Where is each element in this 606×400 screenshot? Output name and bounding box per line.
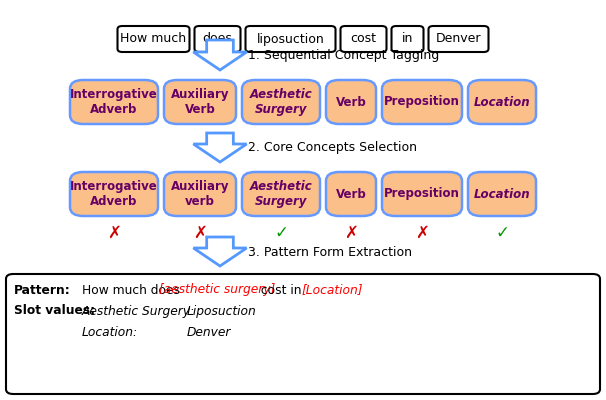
FancyBboxPatch shape: [326, 172, 376, 216]
Text: ✗: ✗: [193, 224, 207, 242]
Text: ✗: ✗: [107, 224, 121, 242]
FancyBboxPatch shape: [118, 26, 190, 52]
FancyBboxPatch shape: [326, 80, 376, 124]
FancyBboxPatch shape: [341, 26, 387, 52]
FancyBboxPatch shape: [382, 80, 462, 124]
Text: Denver: Denver: [187, 326, 231, 338]
Text: How much does: How much does: [82, 284, 184, 296]
FancyBboxPatch shape: [391, 26, 424, 52]
Text: Location: Location: [474, 188, 530, 200]
FancyArrow shape: [193, 133, 247, 162]
FancyBboxPatch shape: [468, 80, 536, 124]
Text: ✓: ✓: [274, 224, 288, 242]
FancyBboxPatch shape: [195, 26, 241, 52]
FancyBboxPatch shape: [382, 172, 462, 216]
FancyBboxPatch shape: [70, 80, 158, 124]
FancyBboxPatch shape: [70, 172, 158, 216]
FancyBboxPatch shape: [6, 274, 600, 394]
Text: Liposuction: Liposuction: [187, 304, 257, 318]
Text: Verb: Verb: [336, 188, 367, 200]
Text: [aesthetic surgery]: [aesthetic surgery]: [159, 284, 275, 296]
Text: liposuction: liposuction: [256, 32, 324, 46]
FancyBboxPatch shape: [242, 172, 320, 216]
FancyArrow shape: [193, 237, 247, 266]
Text: How much: How much: [121, 32, 187, 46]
Text: cost in: cost in: [257, 284, 305, 296]
FancyBboxPatch shape: [242, 80, 320, 124]
FancyBboxPatch shape: [164, 80, 236, 124]
Text: 2. Core Concepts Selection: 2. Core Concepts Selection: [248, 142, 417, 154]
FancyBboxPatch shape: [164, 172, 236, 216]
Text: in: in: [402, 32, 413, 46]
FancyBboxPatch shape: [428, 26, 488, 52]
Text: [Location]: [Location]: [302, 284, 364, 296]
Text: Location:: Location:: [82, 326, 138, 338]
Text: 3. Pattern Form Extraction: 3. Pattern Form Extraction: [248, 246, 412, 258]
Text: 1. Sequential Concept Tagging: 1. Sequential Concept Tagging: [248, 50, 439, 62]
Text: Location: Location: [474, 96, 530, 108]
Text: Aesthetic
Surgery: Aesthetic Surgery: [250, 88, 312, 116]
FancyBboxPatch shape: [245, 26, 336, 52]
Text: Interrogative
Adverb: Interrogative Adverb: [70, 88, 158, 116]
Text: Auxiliary
verb: Auxiliary verb: [171, 180, 229, 208]
Text: Interrogative
Adverb: Interrogative Adverb: [70, 180, 158, 208]
FancyBboxPatch shape: [468, 172, 536, 216]
Text: Slot values:: Slot values:: [14, 304, 95, 318]
Text: Preposition: Preposition: [384, 188, 460, 200]
Text: Verb: Verb: [336, 96, 367, 108]
Text: Aesthetic
Surgery: Aesthetic Surgery: [250, 180, 312, 208]
Text: Denver: Denver: [436, 32, 481, 46]
Text: ✓: ✓: [495, 224, 509, 242]
Text: cost: cost: [350, 32, 376, 46]
Text: does: does: [202, 32, 233, 46]
FancyArrow shape: [193, 40, 247, 70]
Text: Auxiliary
Verb: Auxiliary Verb: [171, 88, 229, 116]
Text: ✗: ✗: [344, 224, 358, 242]
Text: ✗: ✗: [415, 224, 429, 242]
Text: Aesthetic Surgery:: Aesthetic Surgery:: [82, 304, 195, 318]
Text: Pattern:: Pattern:: [14, 284, 71, 296]
Text: Preposition: Preposition: [384, 96, 460, 108]
